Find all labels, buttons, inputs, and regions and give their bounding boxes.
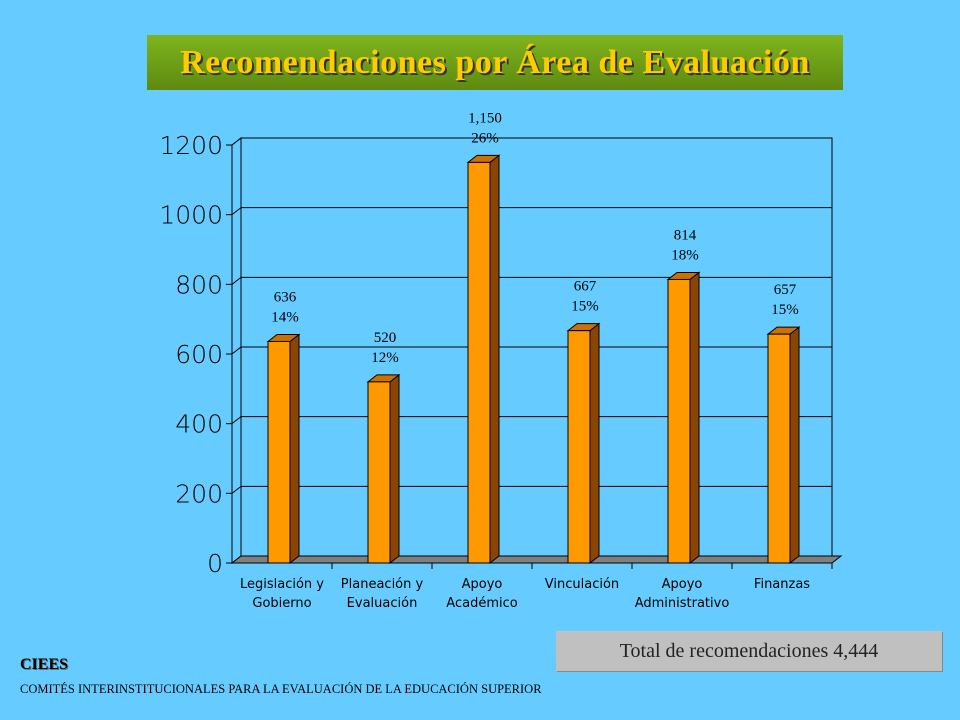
gridline	[231, 416, 832, 425]
data-label: 15%	[571, 299, 599, 315]
chart-floor	[230, 555, 843, 564]
bar	[267, 340, 291, 564]
bar-side	[489, 154, 500, 565]
bar	[467, 161, 491, 564]
bar-side	[589, 322, 600, 565]
y-tick-label: 0	[207, 549, 223, 578]
data-label: 520	[374, 330, 397, 346]
y-tick-label: 200	[175, 479, 223, 508]
x-category-label: Gobierno	[252, 596, 311, 611]
x-category-label: Vinculación	[545, 577, 619, 592]
data-label: 636	[274, 289, 297, 305]
bar	[567, 330, 591, 564]
data-label: 814	[674, 227, 697, 243]
x-category-label: Evaluación	[347, 596, 418, 611]
total-recommendations-text: Total de recomendaciones 4,444	[619, 639, 879, 662]
gridline	[231, 207, 832, 216]
bar-side	[289, 333, 300, 565]
data-label: 1,150	[468, 110, 502, 126]
data-label: 657	[774, 282, 797, 298]
bar	[667, 278, 691, 564]
data-label: 18%	[671, 247, 699, 263]
data-label: 15%	[771, 302, 799, 318]
slide-title: Recomendaciones por Área de Evaluación	[180, 43, 810, 81]
x-category-label: Finanzas	[754, 577, 810, 592]
x-category-label: Académico	[446, 596, 517, 611]
x-category-label: Administrativo	[635, 596, 730, 611]
data-label: 14%	[271, 309, 299, 325]
y-tick-label: 1200	[159, 131, 223, 160]
x-category-label: Apoyo	[462, 577, 503, 592]
x-category-label: Apoyo	[662, 577, 703, 592]
x-category-label: Planeación y	[341, 577, 424, 592]
gridline	[231, 137, 832, 146]
data-label: 12%	[371, 350, 399, 366]
org-acronym: CIEES	[20, 656, 69, 673]
y-tick-label: 400	[175, 410, 223, 439]
gridline	[231, 346, 832, 355]
x-category-label: Legislación y	[240, 577, 324, 592]
bar-side	[789, 326, 800, 565]
y-tick-label: 800	[175, 270, 223, 299]
bar-side	[389, 373, 400, 565]
total-box: Total de recomendaciones 4,444	[556, 631, 942, 671]
data-label: 26%	[471, 130, 499, 146]
y-tick-label: 1000	[159, 201, 223, 230]
bar	[367, 381, 391, 564]
gridline	[231, 276, 832, 285]
gridline	[231, 485, 832, 494]
title-banner: Recomendaciones por Área de Evaluación	[147, 35, 843, 90]
bar	[767, 333, 791, 564]
y-tick-label: 600	[175, 340, 223, 369]
bar-side	[689, 271, 700, 565]
data-label: 667	[574, 279, 597, 295]
org-full-name: COMITÉS INTERINSTITUCIONALES PARA LA EVA…	[20, 682, 542, 696]
